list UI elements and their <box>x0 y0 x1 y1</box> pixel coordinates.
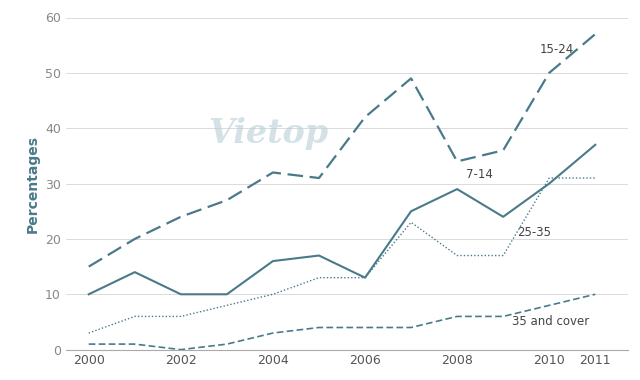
Y-axis label: Percentages: Percentages <box>26 135 39 233</box>
Text: 25-35: 25-35 <box>517 226 551 239</box>
Text: 15-24: 15-24 <box>540 43 574 57</box>
Text: 7-14: 7-14 <box>467 168 493 181</box>
Text: 35 and cover: 35 and cover <box>513 315 589 328</box>
Text: Vietop: Vietop <box>208 117 328 150</box>
